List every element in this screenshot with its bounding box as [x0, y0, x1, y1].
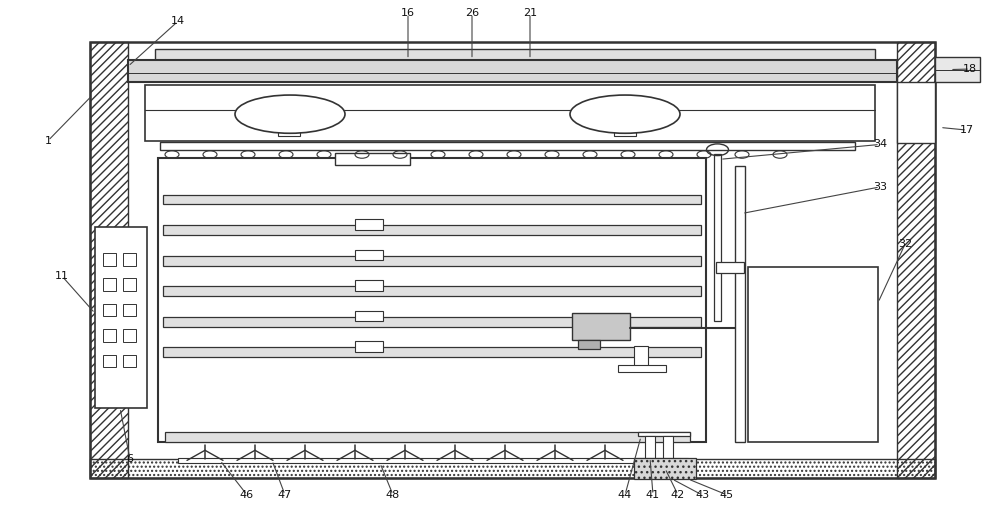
Bar: [335, 153, 410, 165]
Bar: [90, 42, 935, 478]
Bar: [145, 85, 875, 141]
Bar: [163, 347, 701, 357]
Bar: [178, 458, 688, 463]
Text: 18: 18: [963, 64, 977, 74]
Bar: [714, 154, 721, 321]
Text: 16: 16: [401, 8, 415, 18]
Bar: [614, 127, 636, 136]
Bar: [735, 166, 745, 442]
Ellipse shape: [570, 95, 680, 133]
Text: 34: 34: [873, 140, 887, 149]
Bar: [165, 432, 690, 442]
Bar: [638, 432, 690, 436]
Bar: [128, 60, 897, 82]
Bar: [716, 262, 744, 273]
Bar: [155, 49, 875, 61]
Bar: [163, 317, 701, 327]
Bar: [158, 158, 706, 442]
Bar: [278, 127, 300, 136]
Bar: [163, 286, 701, 296]
Text: 43: 43: [695, 490, 709, 500]
Bar: [123, 304, 136, 316]
Bar: [663, 436, 673, 458]
Text: 1: 1: [44, 136, 52, 145]
Bar: [355, 219, 383, 230]
Bar: [355, 311, 383, 321]
Bar: [355, 250, 383, 260]
Text: 47: 47: [278, 490, 292, 500]
Bar: [634, 458, 696, 479]
Bar: [634, 346, 648, 366]
Text: 41: 41: [646, 490, 660, 500]
Bar: [90, 459, 935, 478]
Bar: [355, 341, 383, 352]
Bar: [123, 355, 136, 367]
Bar: [618, 365, 666, 372]
Bar: [572, 313, 630, 340]
Text: 17: 17: [960, 125, 974, 135]
Text: 42: 42: [671, 490, 685, 500]
Bar: [103, 329, 116, 342]
Ellipse shape: [235, 95, 345, 133]
Bar: [935, 57, 980, 82]
Text: 46: 46: [240, 490, 254, 500]
Bar: [163, 225, 701, 235]
Text: 45: 45: [720, 490, 734, 500]
Bar: [355, 280, 383, 291]
Text: 32: 32: [898, 239, 912, 249]
Text: 33: 33: [873, 182, 887, 192]
Bar: [748, 267, 878, 442]
Bar: [163, 256, 701, 266]
Text: 11: 11: [55, 271, 69, 281]
Bar: [897, 82, 935, 143]
Bar: [123, 253, 136, 266]
Bar: [90, 42, 128, 478]
Bar: [645, 436, 655, 458]
Bar: [123, 329, 136, 342]
Bar: [160, 142, 855, 150]
Text: 26: 26: [465, 8, 479, 18]
Text: 6: 6: [126, 455, 134, 464]
Bar: [123, 278, 136, 291]
Bar: [103, 304, 116, 316]
Text: 14: 14: [171, 16, 185, 26]
Bar: [163, 195, 701, 204]
Bar: [578, 340, 600, 349]
Bar: [103, 355, 116, 367]
Bar: [103, 278, 116, 291]
Bar: [897, 42, 935, 478]
Bar: [103, 253, 116, 266]
Text: 21: 21: [523, 8, 537, 18]
Text: 44: 44: [618, 490, 632, 500]
Text: 48: 48: [386, 490, 400, 500]
Bar: [95, 227, 147, 408]
